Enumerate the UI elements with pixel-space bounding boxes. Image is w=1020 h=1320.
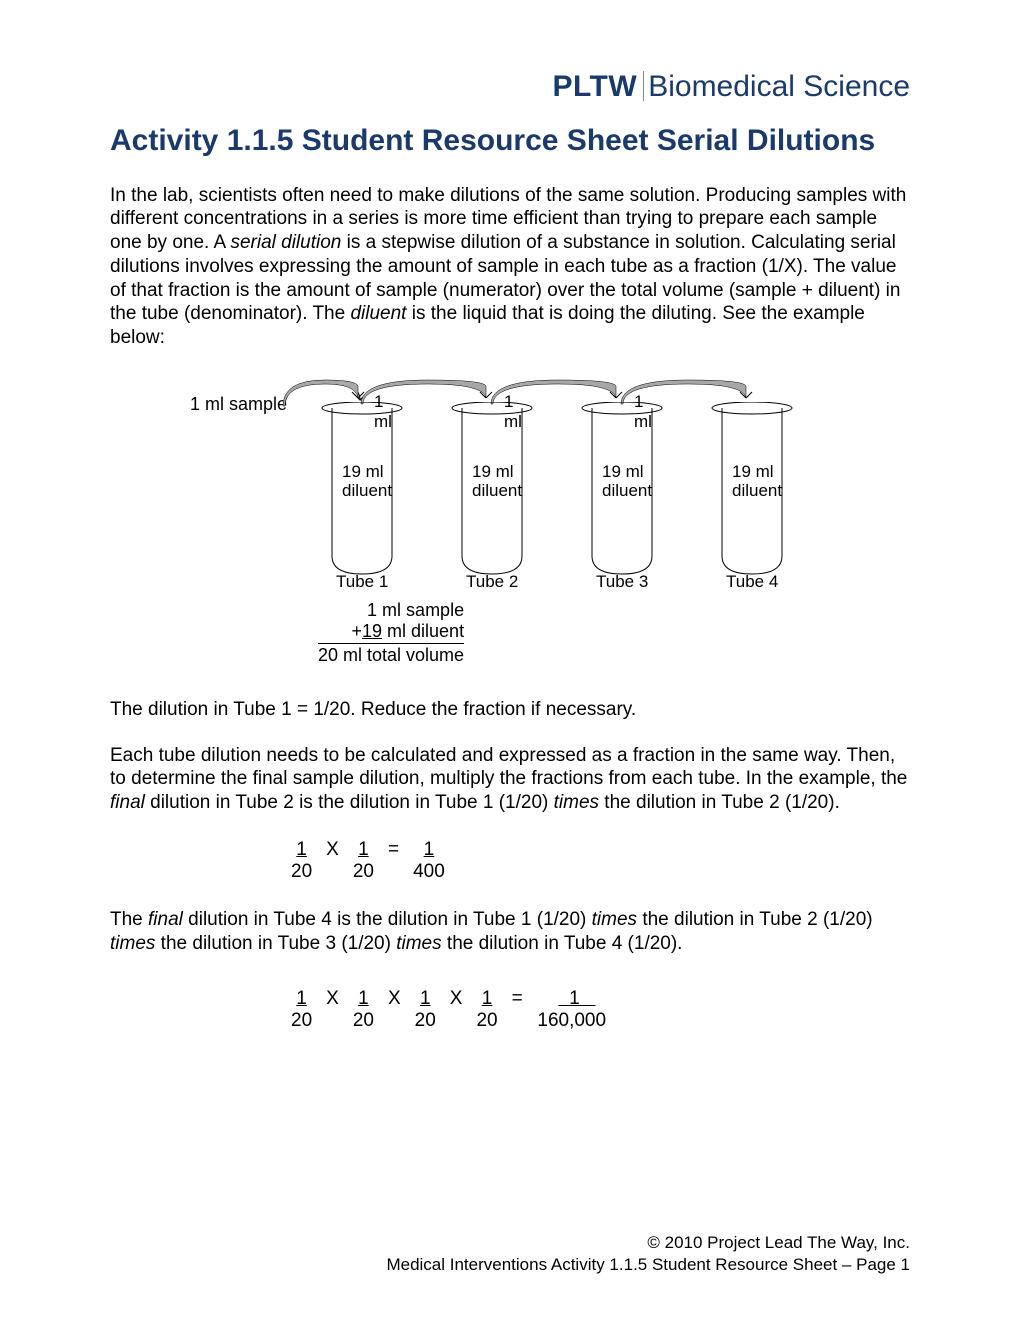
diluent-label: 19 ml diluent [342, 462, 392, 501]
calc-line-1: 1 ml sample [318, 600, 464, 622]
diluent-label: 19 ml diluent [472, 462, 522, 501]
tube-name: Tube 3 [596, 572, 648, 592]
logo-divider [643, 71, 644, 101]
multiplication-explanation: Each tube dilution needs to be calculate… [110, 744, 910, 815]
sample-label: 1 ml sample [190, 394, 287, 415]
diluent-label: 19 ml diluent [602, 462, 652, 501]
intro-paragraph: In the lab, scientists often need to mak… [110, 184, 910, 350]
page-footer: © 2010 Project Lead The Way, Inc. Medica… [110, 1232, 910, 1276]
tube4-explanation: The final dilution in Tube 4 is the dilu… [110, 908, 910, 956]
test-tube: 1 ml 19 ml diluent Tube 3 [580, 402, 664, 572]
test-tube: 1 ml 19 ml diluent Tube 1 [320, 402, 404, 572]
copyright-text: © 2010 Project Lead The Way, Inc. [110, 1232, 910, 1254]
tube-name: Tube 4 [726, 572, 778, 592]
transfer-amount: 1 ml [634, 392, 664, 432]
test-tube: 19 ml diluent Tube 4 [710, 402, 794, 572]
tube-name: Tube 1 [336, 572, 388, 592]
transfer-amount: 1 ml [504, 392, 534, 432]
logo-bold: PLTW [552, 70, 637, 103]
diluent-label: 19 ml diluent [732, 462, 782, 501]
brand-logo: PLTW Biomedical Science [110, 70, 910, 104]
term-diluent: diluent [350, 303, 406, 324]
term-serial-dilution: serial dilution [230, 232, 341, 253]
calc-line-3: 20 ml total volume [318, 643, 464, 667]
transfer-amount: 1 ml [374, 392, 404, 432]
serial-dilution-diagram: 1 ml sample 1 ml 19 ml diluent Tube 1 [190, 372, 830, 682]
tube-name: Tube 2 [466, 572, 518, 592]
page-indicator: Medical Interventions Activity 1.1.5 Stu… [110, 1254, 910, 1276]
equation-1: 120 X 120 = 1400 [285, 837, 910, 885]
document-title: Activity 1.1.5 Student Resource Sheet Se… [110, 122, 910, 160]
test-tube: 1 ml 19 ml diluent Tube 2 [450, 402, 534, 572]
tube1-dilution-text: The dilution in Tube 1 = 1/20. Reduce th… [110, 698, 910, 722]
calc-line-2: +19 ml diluent [318, 621, 464, 643]
logo-light: Biomedical Science [648, 70, 910, 103]
equation-2: 120 X 120 X 120 X 120 = 1 160,000 [285, 986, 910, 1034]
volume-calculation: 1 ml sample +19 ml diluent 20 ml total v… [318, 600, 464, 667]
